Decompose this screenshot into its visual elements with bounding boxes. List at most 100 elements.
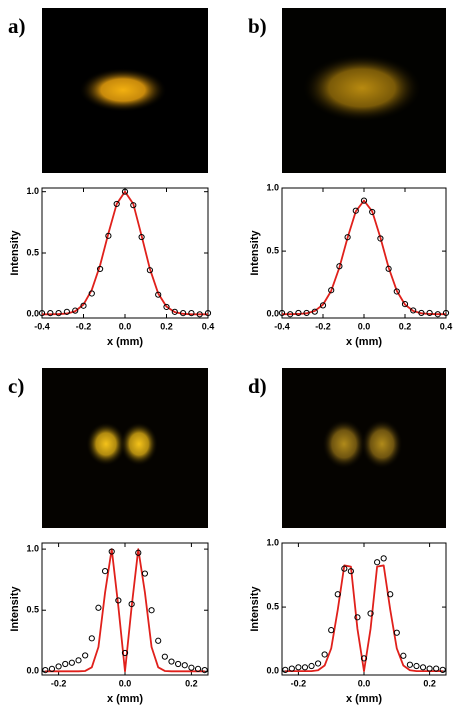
data-point [347, 568, 354, 575]
x-tick-label: 0.0 [119, 678, 132, 688]
beam-image [42, 8, 208, 173]
y-axis-label: Intensity [9, 230, 21, 276]
data-point [201, 667, 208, 674]
plot-frame [281, 542, 447, 676]
data-point [295, 309, 302, 317]
fit-line [42, 190, 208, 316]
data-point [303, 309, 310, 317]
data-point [108, 548, 115, 555]
data-point [418, 309, 425, 317]
data-point [400, 652, 407, 659]
panel-label: c) [8, 374, 24, 398]
y-tick-label: 0.0 [26, 309, 39, 319]
x-axis-label: x (mm) [107, 693, 143, 705]
data-point [352, 207, 359, 214]
data-point [380, 555, 387, 562]
data-point [48, 665, 56, 672]
data-point [374, 559, 381, 566]
data-point [393, 288, 400, 295]
y-tick-label: 0.5 [266, 245, 279, 255]
data-point [439, 666, 446, 673]
data-point [387, 591, 394, 598]
x-tick-label: -0.2 [51, 678, 67, 688]
x-tick-label: -0.2 [315, 321, 331, 331]
x-tick-label: 0.2 [399, 321, 412, 331]
y-axis-label: Intensity [249, 230, 261, 276]
x-tick-label: 0.4 [440, 321, 453, 331]
x-axis-label: x (mm) [107, 336, 143, 348]
x-tick-label: -0.4 [34, 321, 50, 331]
data-point [188, 309, 195, 317]
data-point [413, 662, 420, 670]
data-point [426, 665, 433, 672]
data-point [180, 309, 187, 317]
y-tick-label: 1.0 [26, 186, 39, 196]
data-point [42, 667, 49, 674]
data-point [360, 197, 368, 204]
panel-label: a) [8, 14, 26, 38]
data-point [341, 565, 348, 572]
fit-line [282, 199, 446, 316]
x-tick-label: 0.0 [119, 321, 132, 331]
data-point [308, 662, 315, 670]
data-point [314, 660, 322, 667]
data-point [278, 309, 286, 317]
data-point [194, 665, 202, 672]
x-tick-label: 0.2 [185, 678, 198, 688]
data-point [115, 597, 122, 604]
y-tick-label: 1.0 [266, 537, 279, 547]
data-point [135, 549, 142, 556]
data-point [121, 649, 129, 657]
data-point [319, 302, 327, 309]
data-point [295, 664, 302, 671]
data-point [161, 653, 168, 660]
data-point [88, 290, 95, 297]
data-point [148, 607, 155, 614]
data-point [196, 311, 203, 318]
data-point [434, 311, 441, 318]
data-point [175, 660, 182, 668]
data-point [55, 663, 62, 670]
x-tick-label: -0.2 [291, 678, 307, 688]
data-point [128, 601, 135, 608]
data-point [138, 233, 145, 241]
data-point [55, 309, 62, 317]
data-point [204, 309, 212, 317]
data-point [72, 307, 79, 314]
data-point [406, 661, 414, 668]
data-point [369, 208, 376, 216]
data-point [82, 652, 89, 659]
plot-frame [281, 187, 447, 319]
y-tick-label: 0.5 [26, 605, 39, 615]
data-point [62, 660, 69, 668]
data-point [288, 665, 295, 672]
x-axis-label: x (mm) [346, 693, 382, 705]
x-tick-label: 0.0 [358, 321, 371, 331]
data-point [367, 610, 374, 617]
x-tick-label: 0.0 [358, 678, 371, 688]
data-point [141, 570, 149, 577]
fit-line [285, 564, 443, 673]
data-point [287, 311, 294, 318]
data-point [75, 657, 82, 664]
y-tick-label: 0.5 [26, 247, 39, 257]
beam-image [282, 368, 446, 528]
data-point [360, 655, 368, 662]
data-point [181, 662, 188, 669]
y-tick-label: 0.5 [266, 601, 279, 611]
data-point [336, 263, 343, 270]
data-point [113, 200, 120, 208]
beam-image [42, 368, 208, 528]
data-point [105, 232, 112, 239]
data-point [63, 308, 71, 315]
data-point [80, 302, 87, 309]
y-tick-label: 1.0 [26, 543, 39, 553]
data-point [328, 627, 335, 634]
data-point [410, 307, 417, 314]
data-point [163, 303, 170, 311]
data-point [401, 301, 409, 308]
x-tick-label: -0.4 [274, 321, 290, 331]
panel-label: b) [248, 14, 267, 38]
data-point [344, 234, 351, 241]
